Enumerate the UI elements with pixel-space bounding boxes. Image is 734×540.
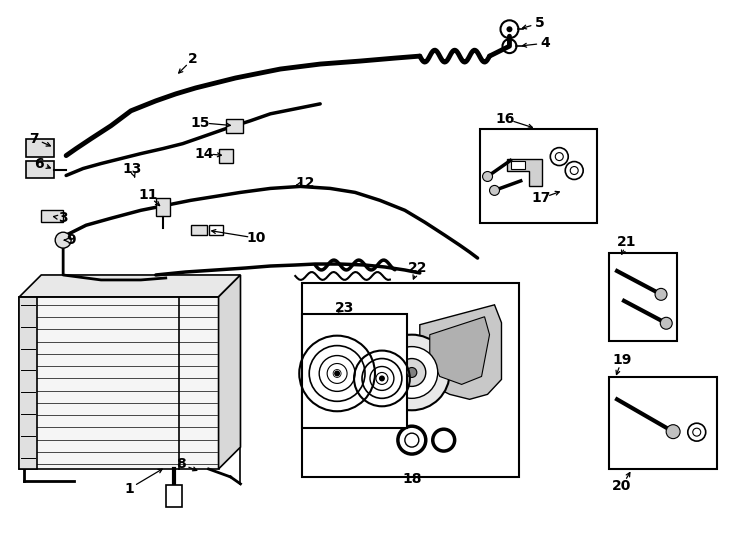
Polygon shape xyxy=(420,305,501,400)
Circle shape xyxy=(688,423,705,441)
Circle shape xyxy=(482,172,493,181)
Circle shape xyxy=(55,232,71,248)
Polygon shape xyxy=(507,159,542,186)
Polygon shape xyxy=(219,275,241,469)
Text: 7: 7 xyxy=(29,132,39,146)
Text: 16: 16 xyxy=(495,112,515,126)
Bar xyxy=(41,210,63,222)
Text: 5: 5 xyxy=(534,16,544,30)
Bar xyxy=(26,139,54,157)
Bar xyxy=(479,129,597,223)
Polygon shape xyxy=(19,275,241,297)
Text: 8: 8 xyxy=(176,457,186,471)
Circle shape xyxy=(334,370,340,376)
Text: 10: 10 xyxy=(247,231,266,245)
Circle shape xyxy=(490,185,500,195)
Bar xyxy=(219,148,233,163)
Circle shape xyxy=(379,375,385,381)
Text: 4: 4 xyxy=(540,36,550,50)
Bar xyxy=(26,160,54,179)
Text: 20: 20 xyxy=(612,479,632,493)
Polygon shape xyxy=(410,345,420,369)
Text: 18: 18 xyxy=(402,472,421,486)
Bar xyxy=(156,198,170,217)
Polygon shape xyxy=(512,160,526,168)
Bar xyxy=(225,119,244,133)
Bar xyxy=(166,485,182,507)
Circle shape xyxy=(661,318,672,329)
Circle shape xyxy=(666,424,680,438)
Polygon shape xyxy=(19,297,219,469)
Circle shape xyxy=(506,26,512,32)
Text: 12: 12 xyxy=(296,177,315,191)
Bar xyxy=(302,283,520,477)
Text: 3: 3 xyxy=(58,211,68,225)
Text: 9: 9 xyxy=(66,233,76,247)
Text: 19: 19 xyxy=(612,353,632,367)
Text: 15: 15 xyxy=(191,116,211,130)
Polygon shape xyxy=(19,297,37,469)
Bar xyxy=(302,314,407,428)
Circle shape xyxy=(550,147,568,166)
Bar xyxy=(208,225,222,235)
Text: 11: 11 xyxy=(138,188,158,202)
Circle shape xyxy=(398,359,426,387)
Circle shape xyxy=(386,347,437,399)
Text: 13: 13 xyxy=(122,161,142,176)
Text: 21: 21 xyxy=(617,235,637,249)
Circle shape xyxy=(655,288,667,300)
Text: 1: 1 xyxy=(124,482,134,496)
Text: 22: 22 xyxy=(408,261,428,275)
Text: 23: 23 xyxy=(335,301,354,315)
Text: 17: 17 xyxy=(531,191,551,205)
Bar xyxy=(609,253,677,341)
Circle shape xyxy=(374,335,450,410)
Circle shape xyxy=(565,161,584,179)
Text: 6: 6 xyxy=(34,157,44,171)
Text: 14: 14 xyxy=(195,146,214,160)
Polygon shape xyxy=(430,317,490,384)
Circle shape xyxy=(407,368,417,377)
Bar xyxy=(609,377,716,469)
Text: 2: 2 xyxy=(188,52,197,66)
Bar xyxy=(191,225,206,235)
